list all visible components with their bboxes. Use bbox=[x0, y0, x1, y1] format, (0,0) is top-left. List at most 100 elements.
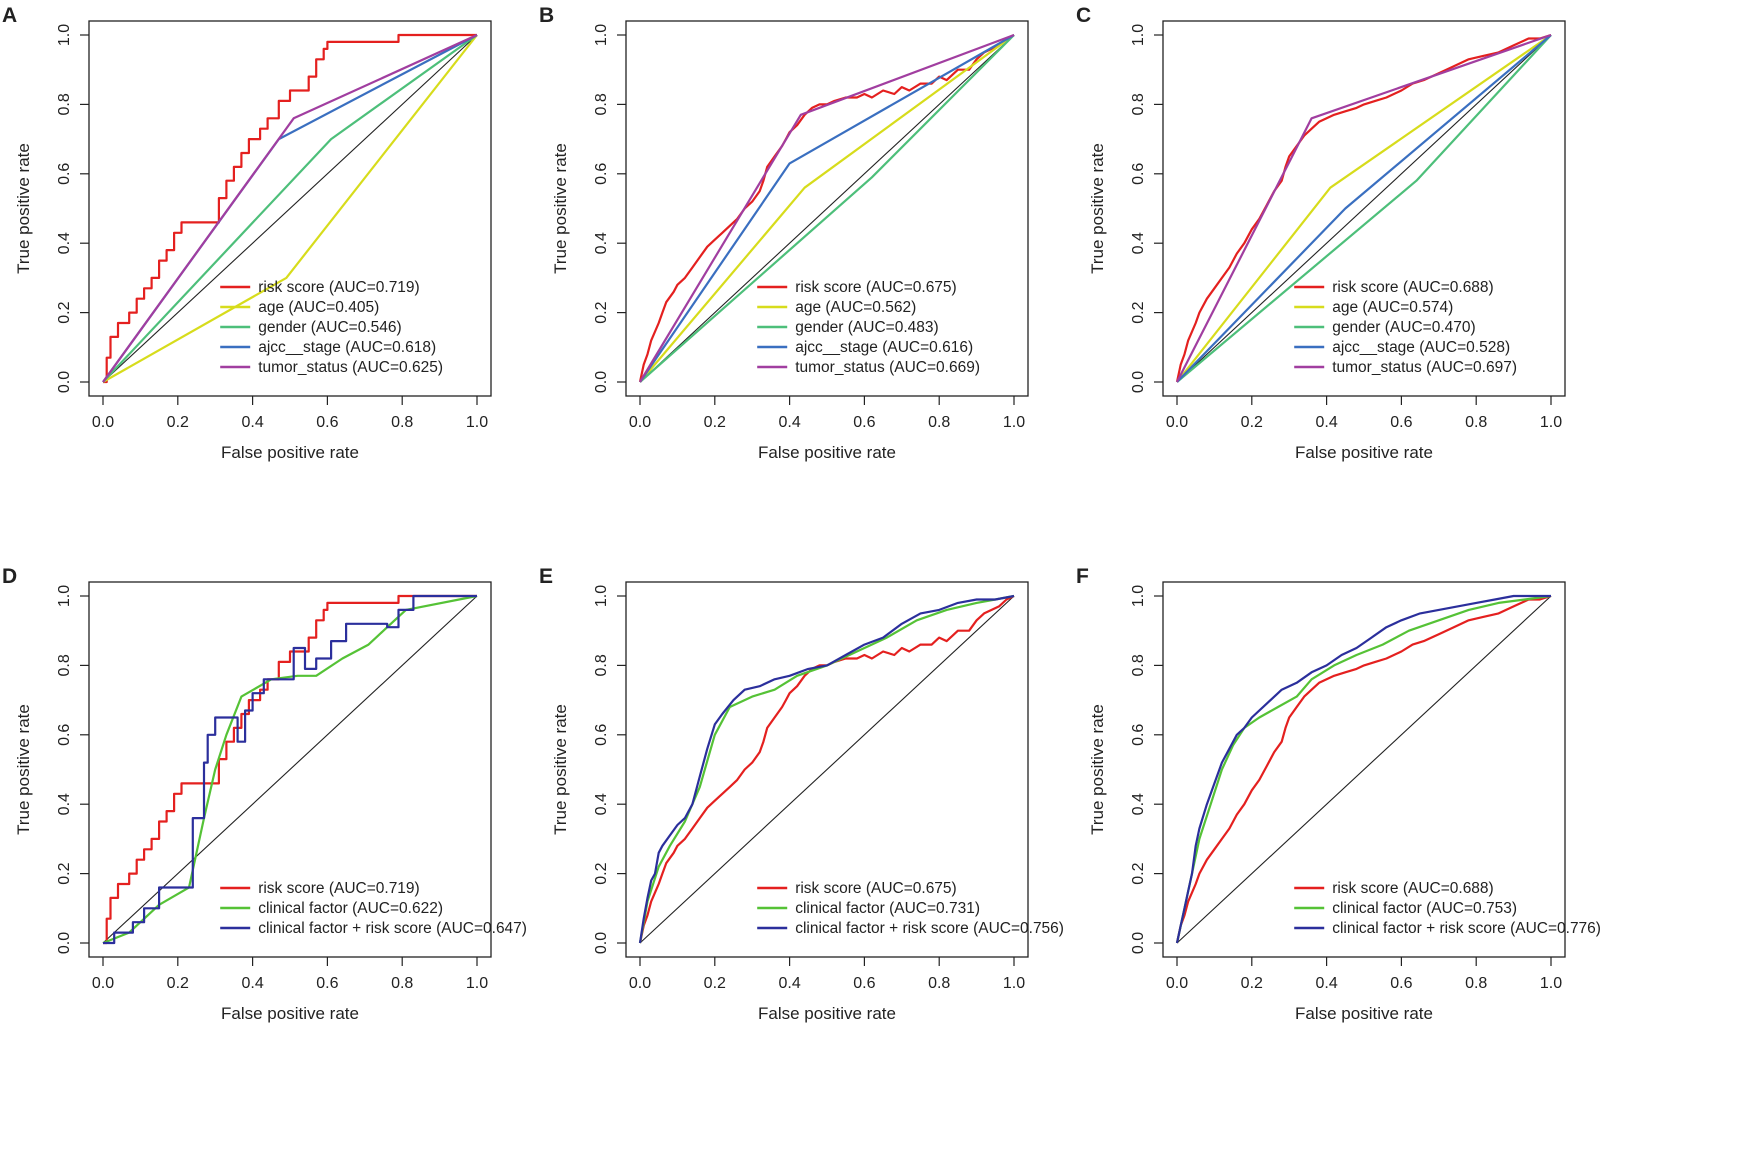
x-axis-label: False positive rate bbox=[221, 443, 359, 462]
legend-entry: ajcc__stage (AUC=0.618) bbox=[258, 339, 436, 356]
x-tick-label: 1.0 bbox=[1003, 414, 1025, 431]
legend-entry: clinical factor + risk score (AUC=0.647) bbox=[258, 920, 527, 937]
legend: risk score (AUC=0.675) age (AUC=0.562) gen… bbox=[757, 279, 980, 376]
panel-d: D 0.0 0.2 0.4 0.6 0.8 1.0 False positive rate 0.… bbox=[2, 565, 527, 1023]
x-tick-label: 0.0 bbox=[629, 975, 651, 992]
roc-line-risk bbox=[1175, 33, 1552, 383]
x-tick-label: 0.4 bbox=[241, 975, 263, 992]
x-tick-label: 0.8 bbox=[391, 975, 413, 992]
roc-line-risk bbox=[103, 33, 477, 384]
legend-entry: risk score (AUC=0.675) bbox=[795, 279, 957, 296]
roc-line-gender bbox=[1176, 34, 1552, 383]
diagonal-reference-line bbox=[1176, 595, 1552, 944]
x-tick-label: 1.0 bbox=[1540, 975, 1562, 992]
x-tick-label: 0.8 bbox=[1465, 414, 1487, 431]
roc-line-gender bbox=[639, 34, 1015, 383]
panel-label: B bbox=[539, 4, 554, 27]
y-tick-label: 0.0 bbox=[593, 932, 610, 954]
legend-entry: risk score (AUC=0.719) bbox=[258, 880, 420, 897]
legend-entry: clinical factor (AUC=0.753) bbox=[1332, 900, 1517, 917]
y-tick-label: 0.8 bbox=[56, 93, 73, 115]
roc-line-age bbox=[1176, 34, 1552, 383]
roc-line-risk bbox=[103, 594, 477, 945]
roc-line-risk bbox=[1175, 594, 1552, 944]
legend: risk score (AUC=0.688) clinical factor (A… bbox=[1294, 880, 1601, 937]
panel-label: C bbox=[1076, 4, 1091, 27]
roc-line-age bbox=[639, 34, 1015, 383]
diagonal-reference-line bbox=[1176, 34, 1552, 383]
y-tick-label: 0.0 bbox=[1130, 932, 1147, 954]
y-tick-label: 1.0 bbox=[1130, 585, 1147, 607]
legend-entry: ajcc__stage (AUC=0.616) bbox=[795, 339, 973, 356]
x-tick-label: 0.6 bbox=[853, 414, 875, 431]
y-tick-label: 0.6 bbox=[1130, 163, 1147, 185]
y-tick-label: 0.8 bbox=[56, 654, 73, 676]
plot-frame bbox=[625, 581, 1029, 958]
x-tick-label: 0.4 bbox=[778, 975, 800, 992]
x-tick-label: 0.4 bbox=[1315, 975, 1337, 992]
legend-entry: tumor_status (AUC=0.669) bbox=[795, 359, 980, 376]
x-tick-label: 0.8 bbox=[1465, 975, 1487, 992]
y-tick-label: 0.2 bbox=[56, 301, 73, 323]
legend-entry: clinical factor + risk score (AUC=0.776) bbox=[1332, 920, 1601, 937]
y-tick-label: 0.8 bbox=[593, 654, 610, 676]
y-tick-label: 0.4 bbox=[1130, 793, 1147, 815]
panel-b: B 0.0 0.2 0.4 0.6 0.8 1.0 False positive rate 0.… bbox=[539, 4, 1029, 462]
y-tick-label: 0.6 bbox=[56, 163, 73, 185]
x-tick-label: 0.0 bbox=[92, 414, 114, 431]
x-tick-label: 1.0 bbox=[466, 975, 488, 992]
legend-entry: tumor_status (AUC=0.625) bbox=[258, 359, 443, 376]
legend-entry: risk score (AUC=0.719) bbox=[258, 279, 420, 296]
legend-entry: risk score (AUC=0.675) bbox=[795, 880, 957, 897]
y-tick-label: 0.0 bbox=[56, 371, 73, 393]
legend: risk score (AUC=0.719) clinical factor (A… bbox=[220, 880, 527, 937]
y-tick-label: 0.4 bbox=[56, 793, 73, 815]
x-tick-label: 0.8 bbox=[928, 414, 950, 431]
x-tick-label: 1.0 bbox=[1003, 975, 1025, 992]
roc-line-combined bbox=[638, 594, 1015, 944]
y-tick-label: 0.0 bbox=[56, 932, 73, 954]
legend: risk score (AUC=0.719) age (AUC=0.405) gen… bbox=[220, 279, 443, 376]
panel-label: F bbox=[1076, 565, 1089, 588]
x-tick-label: 0.0 bbox=[629, 414, 651, 431]
y-tick-label: 0.4 bbox=[593, 232, 610, 254]
x-axis-label: False positive rate bbox=[221, 1004, 359, 1023]
roc-line-tumor bbox=[639, 33, 1015, 383]
legend-entry: gender (AUC=0.470) bbox=[1332, 319, 1475, 336]
plot-frame bbox=[1162, 20, 1566, 397]
y-tick-label: 0.8 bbox=[1130, 654, 1147, 676]
y-tick-label: 0.8 bbox=[593, 93, 610, 115]
y-tick-label: 0.4 bbox=[56, 232, 73, 254]
x-axis-label: False positive rate bbox=[1295, 1004, 1433, 1023]
y-tick-label: 0.0 bbox=[593, 371, 610, 393]
plot-frame bbox=[1162, 581, 1566, 958]
x-tick-label: 0.4 bbox=[1315, 414, 1337, 431]
x-tick-label: 0.8 bbox=[391, 414, 413, 431]
x-axis-label: False positive rate bbox=[1295, 443, 1433, 462]
legend-entry: risk score (AUC=0.688) bbox=[1332, 880, 1494, 897]
y-tick-label: 1.0 bbox=[56, 24, 73, 46]
x-tick-label: 0.0 bbox=[1166, 414, 1188, 431]
legend-entry: gender (AUC=0.483) bbox=[795, 319, 938, 336]
roc-line-clinical bbox=[102, 594, 478, 945]
x-tick-label: 0.2 bbox=[167, 975, 189, 992]
y-tick-label: 1.0 bbox=[593, 585, 610, 607]
panel-e: E 0.0 0.2 0.4 0.6 0.8 1.0 False positive rate 0.… bbox=[539, 565, 1064, 1023]
panel-label: E bbox=[539, 565, 553, 588]
legend-entry: clinical factor (AUC=0.731) bbox=[795, 900, 980, 917]
x-tick-label: 0.0 bbox=[92, 975, 114, 992]
legend-entry: age (AUC=0.574) bbox=[1332, 299, 1453, 316]
legend-entry: risk score (AUC=0.688) bbox=[1332, 279, 1494, 296]
plot-frame bbox=[88, 581, 492, 958]
x-tick-label: 0.2 bbox=[1241, 414, 1263, 431]
roc-line-tumor bbox=[102, 33, 478, 383]
y-tick-label: 1.0 bbox=[593, 24, 610, 46]
y-tick-label: 0.6 bbox=[1130, 724, 1147, 746]
x-tick-label: 1.0 bbox=[1540, 414, 1562, 431]
legend-entry: age (AUC=0.562) bbox=[795, 299, 916, 316]
x-axis-label: False positive rate bbox=[758, 443, 896, 462]
roc-line-clinical bbox=[1175, 594, 1552, 944]
x-tick-label: 0.2 bbox=[704, 975, 726, 992]
legend: risk score (AUC=0.688) age (AUC=0.574) gen… bbox=[1294, 279, 1517, 376]
x-tick-label: 0.0 bbox=[1166, 975, 1188, 992]
